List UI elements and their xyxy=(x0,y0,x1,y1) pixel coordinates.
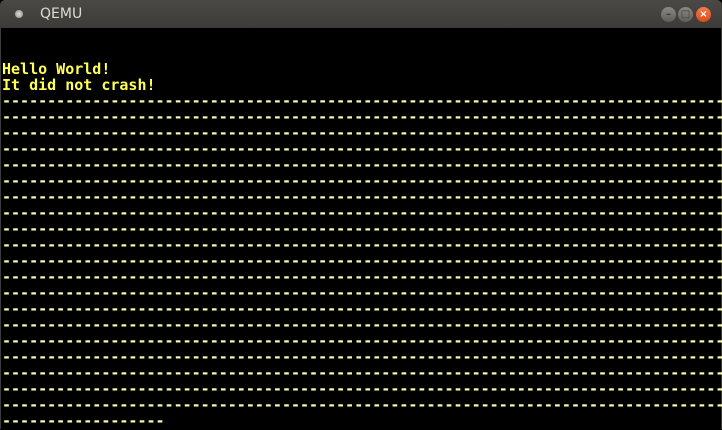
app-icon xyxy=(15,10,23,18)
vm-display[interactable]: Hello World! It did not crash! -----------… xyxy=(0,28,722,429)
console-line: ----------------------------------------… xyxy=(2,204,722,222)
console-line: ----------------------------------------… xyxy=(2,300,722,318)
minimize-icon: – xyxy=(666,9,671,20)
console-line: ----------------------------------------… xyxy=(2,172,722,190)
console-line: ----------------------------------------… xyxy=(2,268,722,286)
console-line: ----------------------------------------… xyxy=(2,124,722,142)
console-line: ----------------------------------------… xyxy=(2,92,722,110)
close-button[interactable]: × xyxy=(696,7,711,22)
console-line: ----------------------------------------… xyxy=(2,332,722,350)
console-line: It did not crash! xyxy=(2,76,156,94)
title-bar[interactable]: QEMU – □ × xyxy=(0,0,722,28)
console-line: ----------------------------------------… xyxy=(2,364,722,382)
console-line: ----------------------------------------… xyxy=(2,236,722,254)
console-line: ----------------------------------------… xyxy=(2,380,722,398)
console-line: ----------------------------------------… xyxy=(2,284,722,302)
minimize-button[interactable]: – xyxy=(661,7,676,22)
console-line: ----------------------------------------… xyxy=(2,396,722,414)
close-icon: × xyxy=(699,9,708,20)
console-line: ----------------------------------------… xyxy=(2,188,722,206)
console-line: ----------------------------------------… xyxy=(2,220,722,238)
console-line: ----------------------------------------… xyxy=(2,140,722,158)
console-line: ------------------ xyxy=(2,412,165,430)
window-title: QEMU xyxy=(40,6,83,22)
console-line: ----------------------------------------… xyxy=(2,156,722,174)
console-line: ----------------------------------------… xyxy=(2,108,722,126)
console-line: ----------------------------------------… xyxy=(2,316,722,334)
console-line: ----------------------------------------… xyxy=(2,252,722,270)
console-line: Hello World! xyxy=(2,60,111,78)
maximize-button[interactable]: □ xyxy=(678,7,693,22)
maximize-icon: □ xyxy=(680,9,691,20)
console-line: ----------------------------------------… xyxy=(2,348,722,366)
